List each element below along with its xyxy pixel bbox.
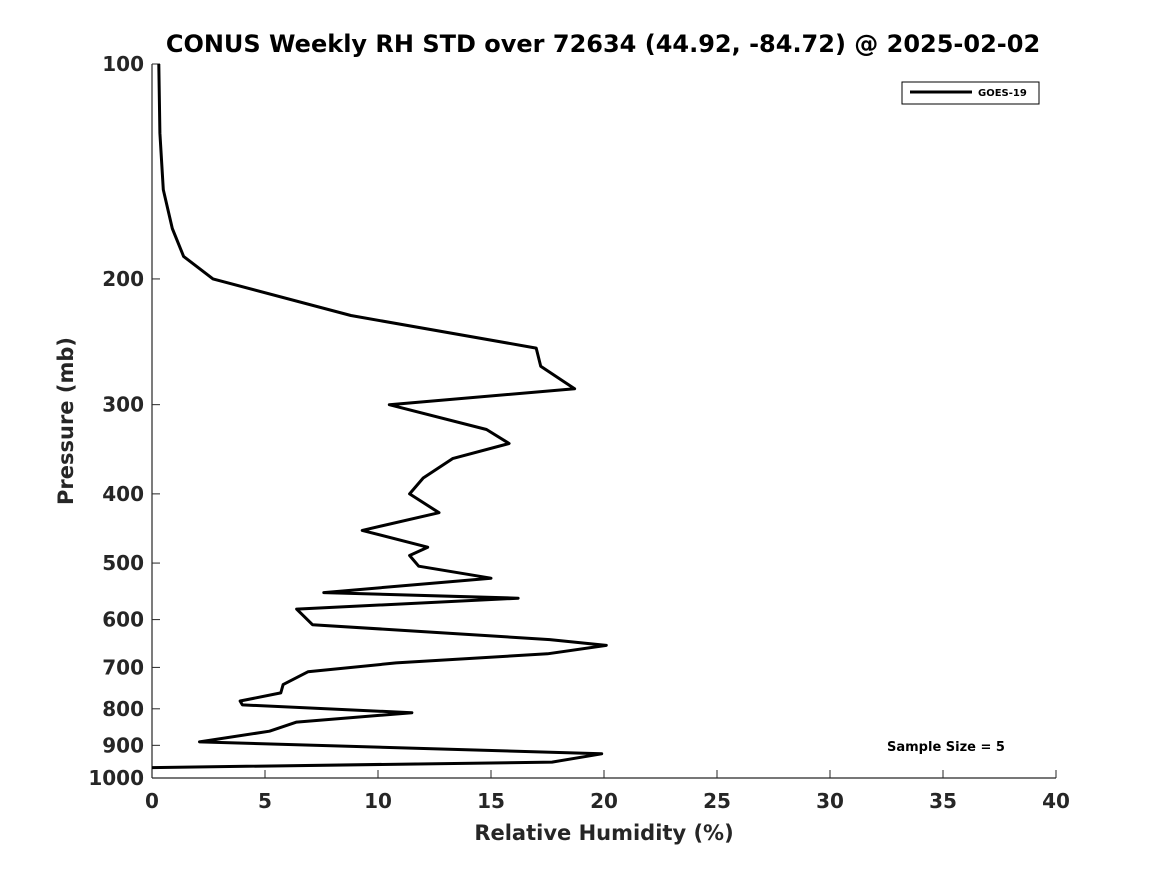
y-ticks: 100 200 300 400 500 600 700 800 900 1000 bbox=[88, 52, 160, 790]
y-tick-label: 700 bbox=[102, 655, 144, 679]
x-tick-label: 10 bbox=[364, 789, 392, 813]
y-tick-label: 900 bbox=[102, 733, 144, 757]
x-ticks: 0 5 10 15 20 25 30 35 40 bbox=[145, 770, 1070, 813]
x-tick-label: 40 bbox=[1042, 789, 1070, 813]
y-tick-label: 200 bbox=[102, 267, 144, 291]
x-tick-label: 0 bbox=[145, 789, 159, 813]
x-tick-label: 15 bbox=[477, 789, 505, 813]
y-tick-label: 600 bbox=[102, 608, 144, 632]
series-line-goes-19 bbox=[151, 63, 608, 770]
x-tick-label: 25 bbox=[703, 789, 731, 813]
y-tick-label: 400 bbox=[102, 482, 144, 506]
x-tick-label: 35 bbox=[929, 789, 957, 813]
y-axis-label: Pressure (mb) bbox=[54, 337, 78, 505]
y-tick-label: 800 bbox=[102, 697, 144, 721]
x-tick-label: 5 bbox=[258, 789, 272, 813]
sample-size-annotation: Sample Size = 5 bbox=[887, 740, 1005, 755]
y-tick-label: 500 bbox=[102, 551, 144, 575]
x-tick-label: 30 bbox=[816, 789, 844, 813]
plot-area: 0 5 10 15 20 25 30 35 40 100 200 300 400 500 600 700 80… bbox=[88, 52, 1070, 813]
x-tick-label: 20 bbox=[590, 789, 618, 813]
y-tick-label: 100 bbox=[102, 52, 144, 76]
x-axis-label: Relative Humidity (%) bbox=[474, 821, 733, 845]
chart-title: CONUS Weekly RH STD over 72634 (44.92, -… bbox=[166, 30, 1040, 58]
y-tick-label: 1000 bbox=[88, 766, 144, 790]
legend: GOES-19 bbox=[901, 81, 1040, 105]
y-tick-label: 300 bbox=[102, 393, 144, 417]
legend-entry-goes-19: GOES-19 bbox=[978, 88, 1027, 99]
